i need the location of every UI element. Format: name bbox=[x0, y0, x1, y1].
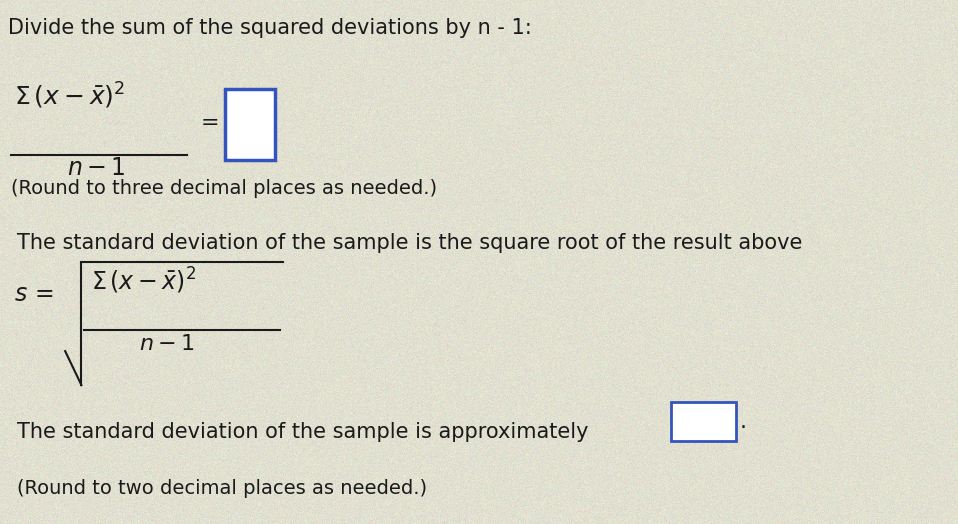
Text: $\Sigma\,(x-\bar{x})^2$: $\Sigma\,(x-\bar{x})^2$ bbox=[14, 81, 125, 112]
Text: The standard deviation of the sample is approximately: The standard deviation of the sample is … bbox=[17, 422, 589, 442]
FancyBboxPatch shape bbox=[671, 402, 736, 441]
Text: $\Sigma\,(x-\bar{x})^2$: $\Sigma\,(x-\bar{x})^2$ bbox=[91, 266, 196, 297]
Text: Divide the sum of the squared deviations by n - 1:: Divide the sum of the squared deviations… bbox=[8, 18, 532, 38]
FancyBboxPatch shape bbox=[225, 89, 275, 160]
Text: (Round to three decimal places as needed.): (Round to three decimal places as needed… bbox=[11, 179, 438, 198]
Text: (Round to two decimal places as needed.): (Round to two decimal places as needed.) bbox=[17, 479, 427, 498]
Text: .: . bbox=[740, 411, 746, 432]
Text: $=$: $=$ bbox=[196, 110, 219, 132]
Text: 3.75: 3.75 bbox=[680, 411, 726, 432]
Text: The standard deviation of the sample is the square root of the result above: The standard deviation of the sample is … bbox=[17, 233, 803, 253]
Text: $n-1$: $n-1$ bbox=[67, 157, 125, 180]
Text: $s\,=$: $s\,=$ bbox=[14, 283, 55, 306]
Text: $n-1$: $n-1$ bbox=[139, 333, 194, 355]
